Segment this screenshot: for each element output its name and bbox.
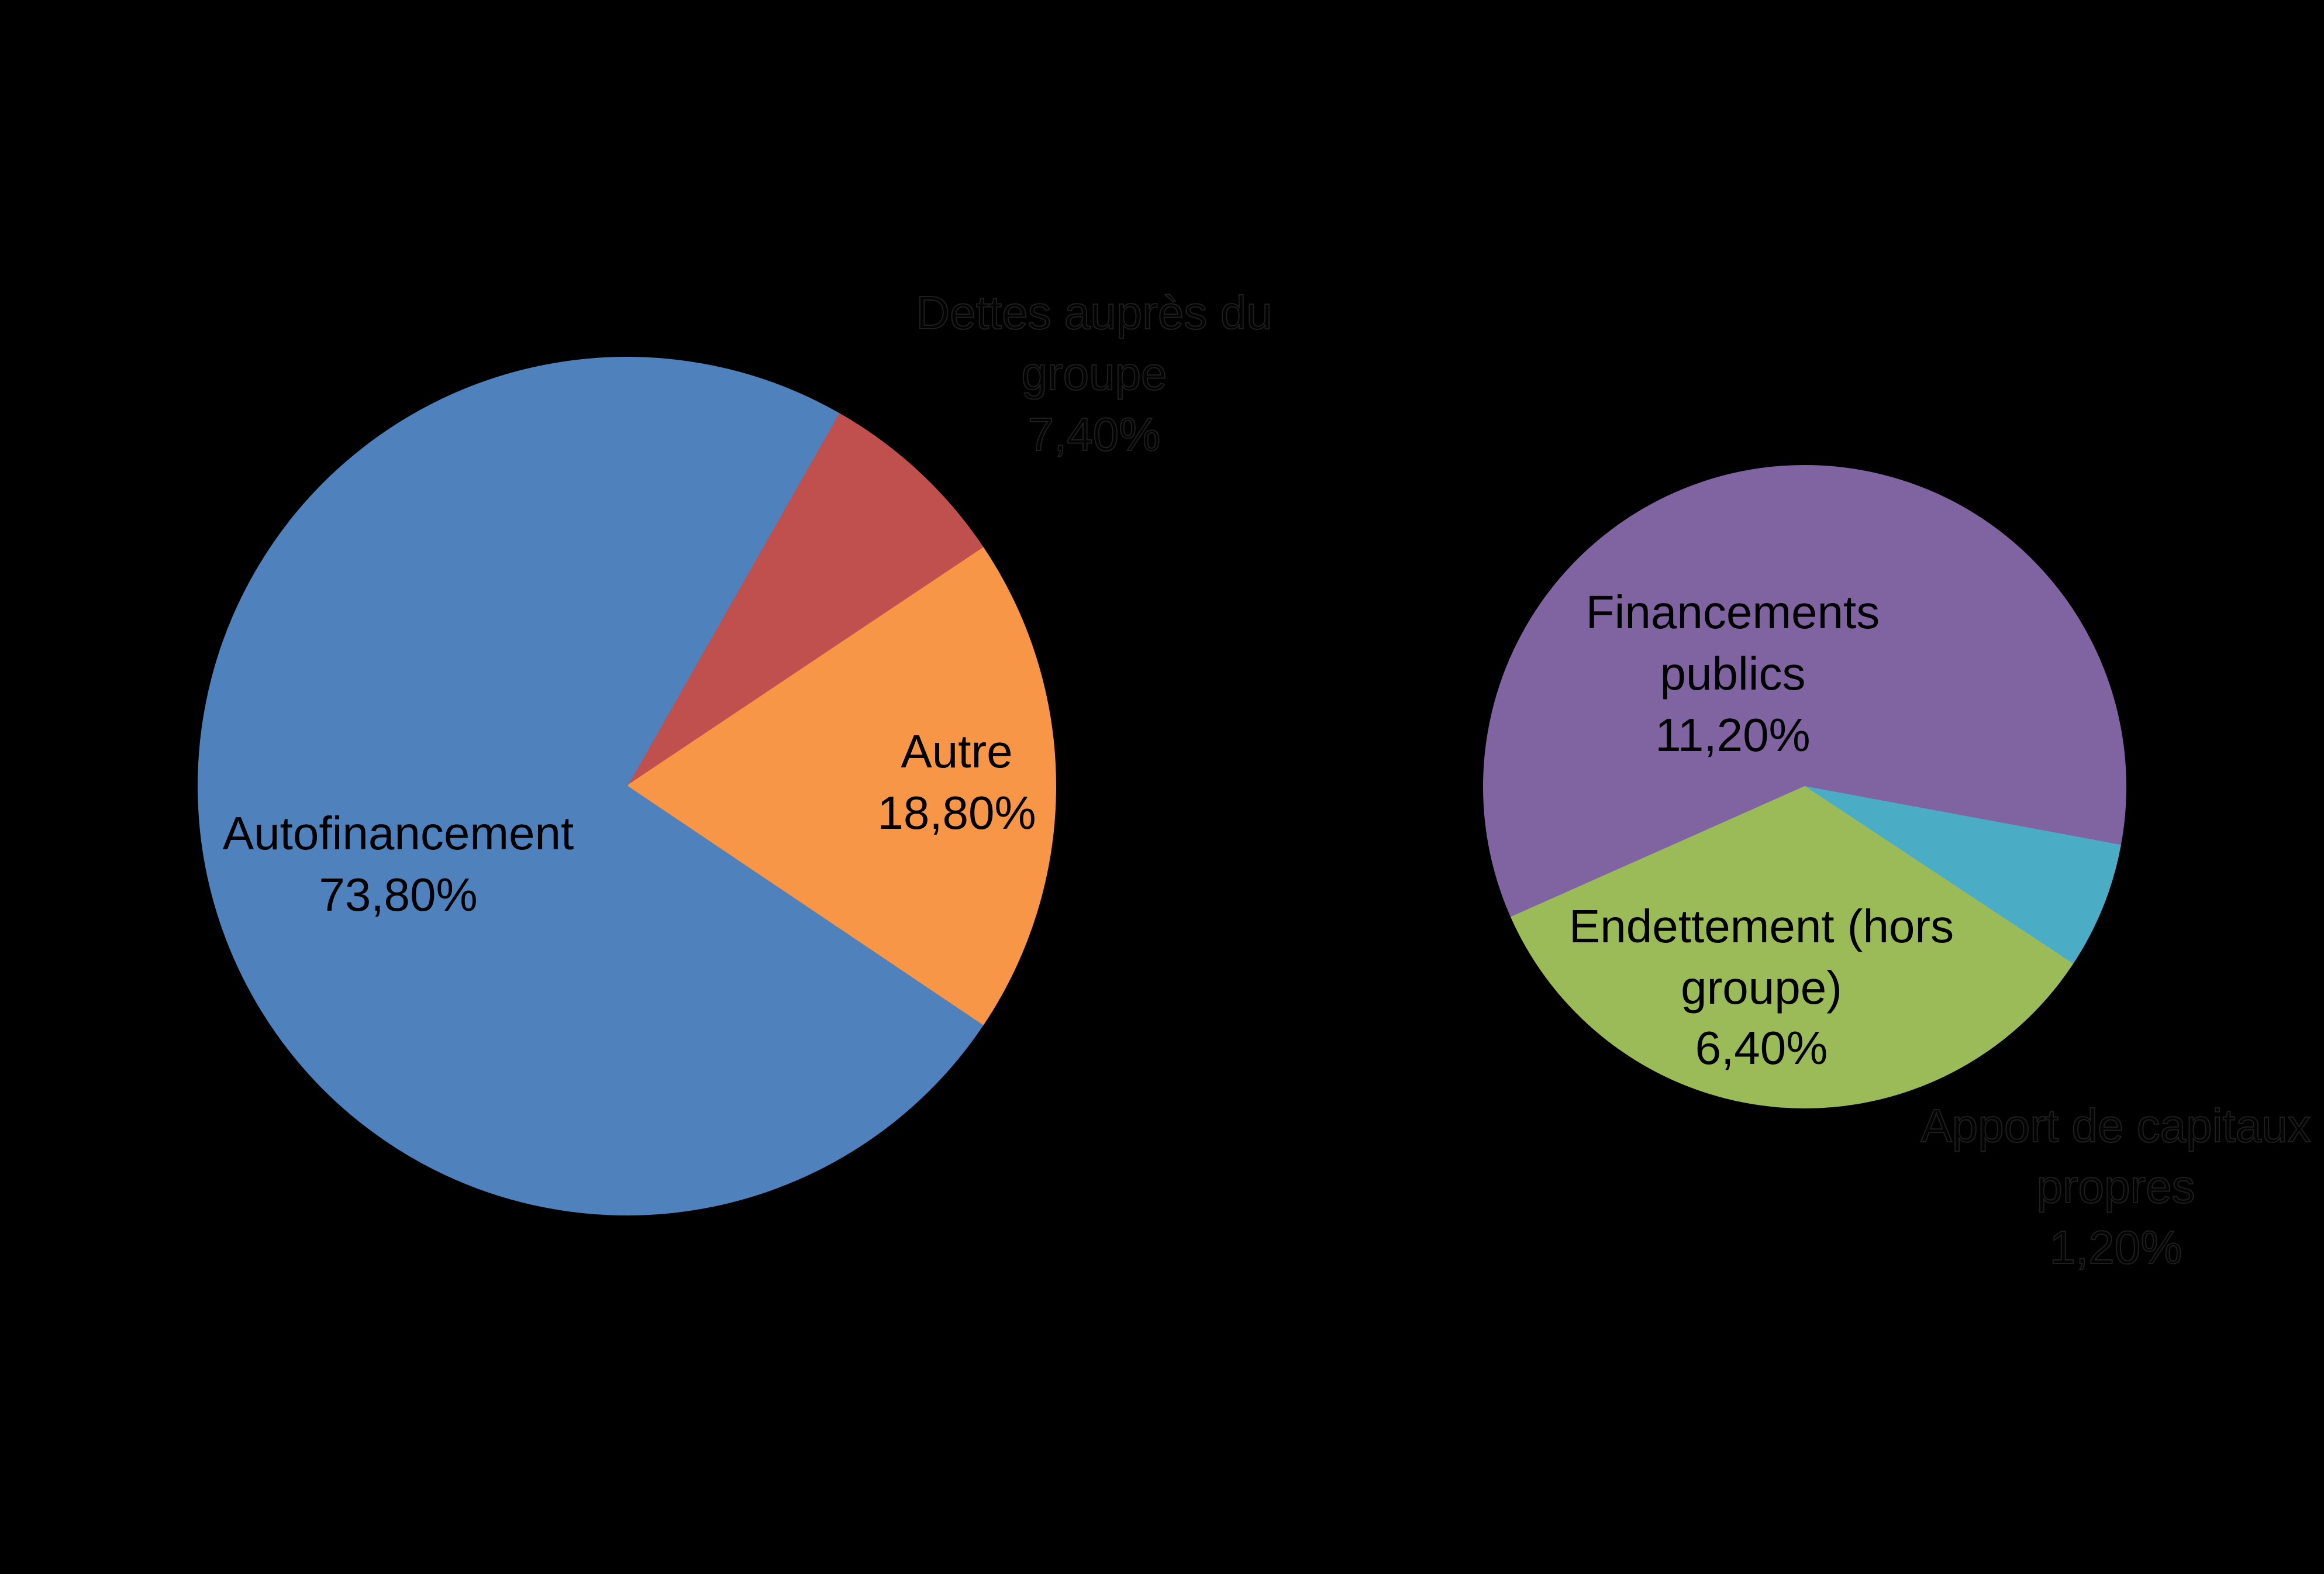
svg-text:Financements: Financements [1586, 586, 1880, 638]
svg-text:11,20%: 11,20% [1655, 709, 1810, 761]
svg-text:18,80%: 18,80% [877, 787, 1036, 839]
svg-text:groupe): groupe) [1681, 962, 1842, 1014]
svg-text:Dettes auprès du: Dettes auprès du [916, 287, 1272, 339]
svg-text:Autofinancement: Autofinancement [223, 807, 574, 859]
svg-text:groupe: groupe [1021, 347, 1167, 399]
svg-text:Autre: Autre [901, 725, 1012, 777]
svg-text:publics: publics [1660, 647, 1805, 700]
svg-text:propres: propres [2036, 1160, 2195, 1213]
svg-text:Endettement (hors: Endettement (hors [1569, 900, 1954, 952]
svg-text:6,40%: 6,40% [1695, 1022, 1828, 1074]
svg-text:73,80%: 73,80% [319, 869, 477, 921]
svg-text:Apport de capitaux: Apport de capitaux [1920, 1100, 2311, 1152]
svg-text:7,40%: 7,40% [1028, 408, 1161, 460]
svg-text:1,20%: 1,20% [2050, 1221, 2182, 1273]
